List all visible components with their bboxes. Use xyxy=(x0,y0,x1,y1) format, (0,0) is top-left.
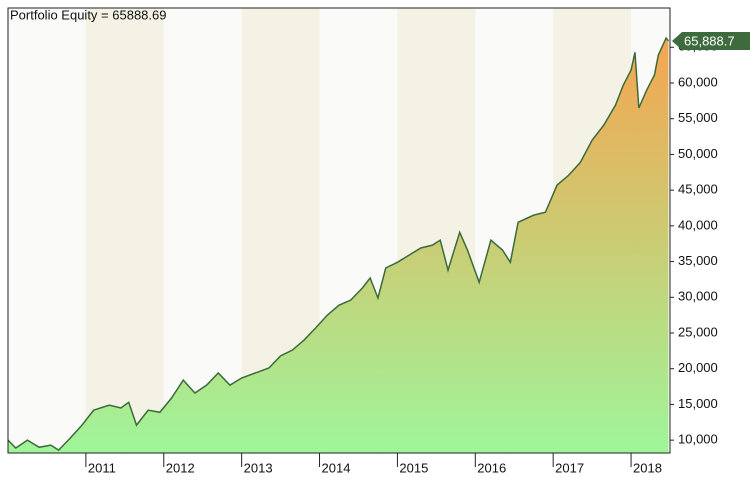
last-value-badge xyxy=(672,31,750,50)
equity-area xyxy=(8,38,669,453)
y-tick-label: 50,000 xyxy=(678,146,718,161)
y-tick-label: 45,000 xyxy=(678,182,718,197)
x-tick-label: 2017 xyxy=(555,460,584,475)
x-tick-label: 2016 xyxy=(477,460,506,475)
x-tick-label: 2012 xyxy=(166,460,195,475)
y-tick-label: 30,000 xyxy=(678,289,718,304)
y-tick-label: 15,000 xyxy=(678,396,718,411)
y-tick-label: 20,000 xyxy=(678,360,718,375)
y-tick-label: 40,000 xyxy=(678,217,718,232)
x-tick-label: 2018 xyxy=(633,460,662,475)
plot-frame xyxy=(7,7,671,454)
y-tick-label: 10,000 xyxy=(678,432,718,447)
y-tick-label: 55,000 xyxy=(678,110,718,125)
x-tick-label: 2011 xyxy=(88,460,116,475)
y-tick-label: 25,000 xyxy=(678,324,718,339)
y-tick-label: 35,000 xyxy=(678,253,718,268)
last-value-label: 65,888.7 xyxy=(684,33,735,48)
x-tick-label: 2015 xyxy=(399,460,428,475)
y-tick-label: 60,000 xyxy=(678,74,718,89)
x-tick-label: 2013 xyxy=(244,460,273,475)
x-tick-label: 2014 xyxy=(322,460,351,475)
year-band xyxy=(85,8,164,453)
chart-title: Portfolio Equity = 65888.69 xyxy=(10,7,166,22)
equity-line xyxy=(7,36,670,452)
